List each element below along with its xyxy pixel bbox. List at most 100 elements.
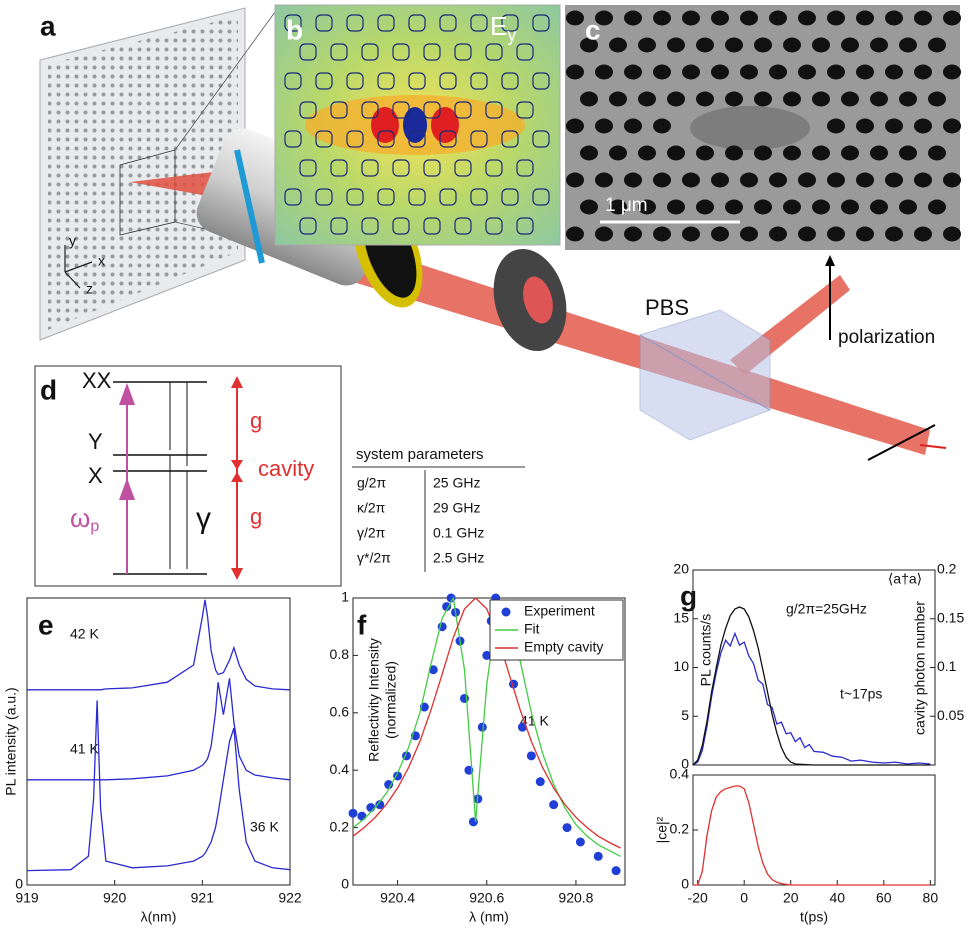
hole <box>899 37 917 53</box>
hole <box>566 226 584 242</box>
data-line <box>692 606 931 766</box>
hole <box>624 64 642 80</box>
legend-label: Experiment <box>524 603 595 619</box>
cavity-label: cavity <box>258 456 314 481</box>
y-tick-label: 0.2 <box>330 818 350 834</box>
table-cell: 2.5 GHz <box>433 550 484 566</box>
hole <box>841 37 859 53</box>
y-axis-label: PL intensity (a.u.) <box>3 687 19 795</box>
hole <box>769 226 787 242</box>
y-tick-label: 15 <box>673 609 689 625</box>
hole <box>943 64 961 80</box>
hole <box>870 91 888 107</box>
hole <box>914 10 932 26</box>
hole <box>798 226 816 242</box>
hole <box>299 159 317 177</box>
y-tick-label: 0.2 <box>670 821 690 837</box>
data-point <box>366 803 376 813</box>
data-point <box>348 808 358 818</box>
hole <box>516 217 534 235</box>
hole <box>812 199 830 215</box>
y-tick-label: 0.4 <box>330 761 350 777</box>
hole <box>392 43 410 61</box>
pump-head <box>119 383 135 405</box>
hole <box>754 91 772 107</box>
hole <box>769 172 787 188</box>
table-cell: γ/2π <box>357 525 386 541</box>
hole <box>885 226 903 242</box>
hole <box>485 43 503 61</box>
hole <box>566 64 584 80</box>
hole <box>454 101 472 119</box>
annotation: 41 K <box>70 741 99 757</box>
table-cell: γ*/2π <box>357 550 391 566</box>
hole <box>682 10 700 26</box>
hole <box>315 72 333 90</box>
hole <box>408 188 426 206</box>
data-point <box>357 811 367 821</box>
data-line <box>692 631 931 766</box>
x-tick-label: 40 <box>829 890 845 906</box>
hole <box>914 226 932 242</box>
hole <box>783 145 801 161</box>
hole <box>624 172 642 188</box>
data-point <box>549 800 559 810</box>
x-tick-label: 60 <box>876 890 892 906</box>
arrow-head <box>231 472 243 482</box>
axis-z: z <box>86 281 93 297</box>
hole <box>361 159 379 177</box>
hole <box>330 101 348 119</box>
pbs-label: PBS <box>645 295 689 320</box>
x-tick-label: 919 <box>15 890 39 906</box>
data-line <box>352 596 621 857</box>
hole <box>532 72 550 90</box>
data-line <box>693 785 931 886</box>
data-point <box>384 780 394 790</box>
waveplate-hole <box>523 276 553 324</box>
annotation: t~17ps <box>840 686 882 702</box>
hole <box>841 91 859 107</box>
hole <box>725 145 743 161</box>
hole <box>754 199 772 215</box>
panel-label: f <box>357 609 367 640</box>
table-cell: 0.1 GHz <box>433 525 484 541</box>
hole <box>827 10 845 26</box>
hole <box>470 188 488 206</box>
hole <box>711 172 729 188</box>
panel-d-frame <box>34 365 342 587</box>
beam <box>330 235 930 455</box>
x-axis-label: t(ps) <box>800 909 828 925</box>
y-tick-label: 10 <box>673 658 689 674</box>
y2-tick-label: 0.1 <box>937 658 957 674</box>
hole <box>346 188 364 206</box>
field-label: Ey <box>490 11 516 45</box>
hole <box>885 172 903 188</box>
hole <box>667 37 685 53</box>
hole <box>609 91 627 107</box>
hole <box>299 43 317 61</box>
hole <box>725 37 743 53</box>
hole <box>914 172 932 188</box>
y2-axis-label: cavity photon number <box>912 601 928 735</box>
hole <box>408 14 426 32</box>
x-tick-label: 80 <box>923 890 939 906</box>
hole <box>470 72 488 90</box>
hole <box>812 145 830 161</box>
hole-grid <box>566 10 961 242</box>
hole <box>454 43 472 61</box>
x-tick-label: 921 <box>191 890 215 906</box>
hole <box>595 226 613 242</box>
y-tick-label: 0 <box>681 876 689 892</box>
hole <box>653 64 671 80</box>
hole <box>423 217 441 235</box>
y-tick-label: 0 <box>15 876 23 892</box>
hole <box>856 226 874 242</box>
hole <box>439 72 457 90</box>
y-tick-label: 0 <box>681 756 689 772</box>
hole <box>392 159 410 177</box>
hole <box>330 217 348 235</box>
hole <box>501 188 519 206</box>
hole <box>377 130 395 148</box>
hole <box>740 172 758 188</box>
